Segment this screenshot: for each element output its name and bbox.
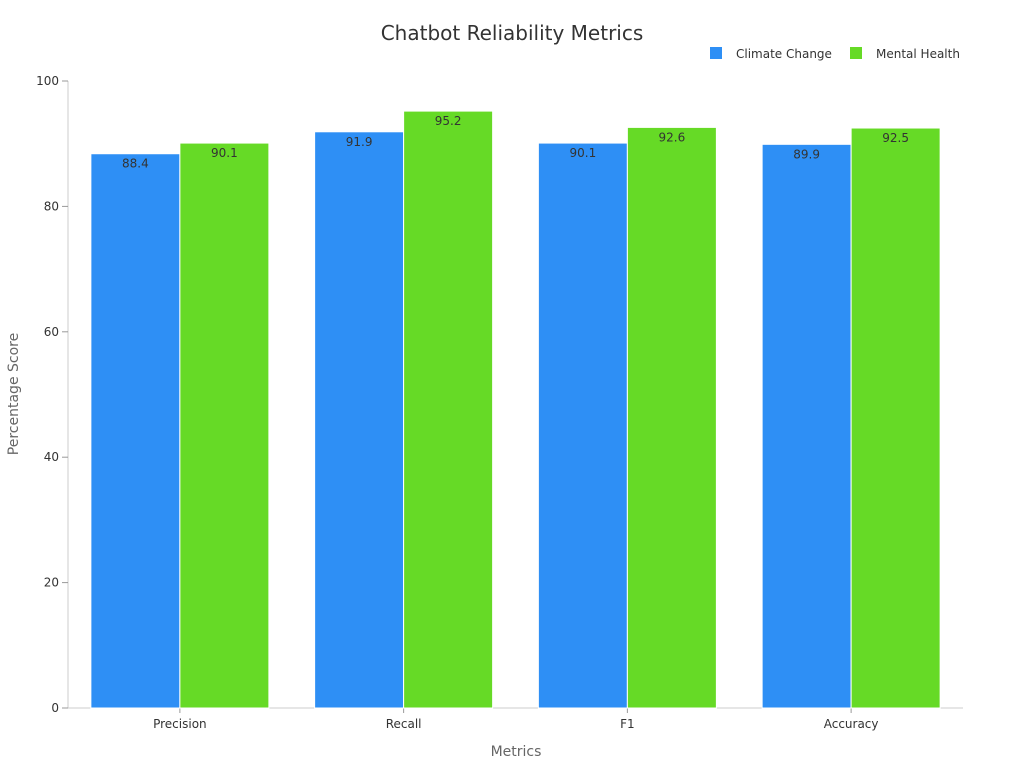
y-tick-label: 100 — [36, 74, 59, 88]
bar-climate-change-accuracy — [761, 143, 852, 709]
x-tick-label: Precision — [153, 717, 207, 731]
y-tick-label: 20 — [44, 576, 59, 590]
data-label: 89.9 — [793, 147, 820, 161]
data-labels-group: 88.4 90.1 91.9 95.2 90.1 92.6 89.9 92.5 — [122, 114, 909, 171]
bar-mental-health-recall — [403, 110, 494, 709]
legend-label: Climate Change — [736, 47, 832, 61]
bar-mental-health-precision — [179, 142, 270, 709]
x-tick-label: F1 — [620, 717, 635, 731]
y-tick-label: 80 — [44, 199, 59, 213]
data-label: 95.2 — [435, 114, 462, 128]
legend-swatch — [850, 47, 862, 59]
y-tick-label: 40 — [44, 450, 59, 464]
data-label: 92.6 — [659, 130, 686, 144]
data-label: 90.1 — [570, 146, 597, 160]
bar-climate-change-precision — [90, 153, 181, 709]
bar-mental-health-f1 — [626, 126, 717, 709]
x-tick-label: Recall — [386, 717, 422, 731]
legend-label: Mental Health — [876, 47, 960, 61]
legend-swatch — [710, 47, 722, 59]
bar-climate-change-recall — [314, 131, 405, 709]
bar-climate-change-f1 — [537, 142, 628, 709]
x-axis: Precision Recall F1 Accuracy — [68, 707, 963, 731]
y-axis-title: Percentage Score — [6, 333, 22, 455]
data-label: 90.1 — [211, 146, 238, 160]
y-tick-label: 0 — [51, 701, 59, 715]
chart-title: Chatbot Reliability Metrics — [381, 21, 644, 45]
x-tick-label: Accuracy — [824, 717, 879, 731]
data-label: 88.4 — [122, 157, 149, 171]
bars-group — [90, 110, 941, 709]
y-axis: 0 20 40 60 80 100 — [36, 74, 69, 715]
y-tick-label: 60 — [44, 325, 59, 339]
data-label: 91.9 — [346, 135, 373, 149]
legend: Climate Change Mental Health — [710, 47, 960, 61]
x-axis-title: Metrics — [491, 744, 542, 760]
bar-mental-health-accuracy — [850, 127, 941, 709]
data-label: 92.5 — [882, 131, 909, 145]
